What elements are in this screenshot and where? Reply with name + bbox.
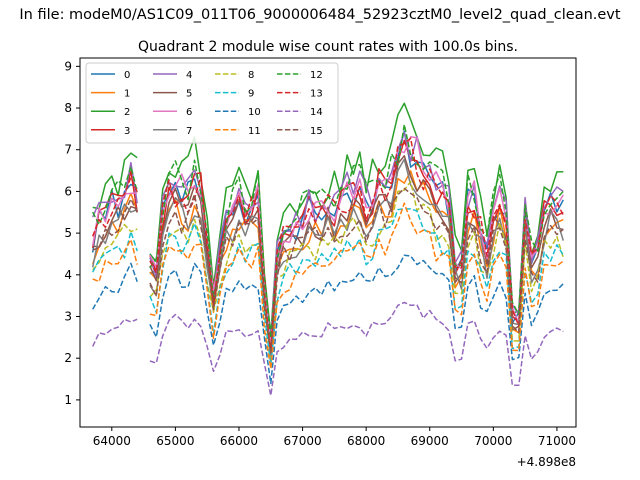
legend-label-7: 7: [186, 126, 192, 137]
series-line-6: [91, 136, 564, 343]
series-line-13: [92, 137, 564, 354]
y-tick-label: 3: [64, 310, 72, 324]
legend-label-0: 0: [124, 70, 130, 81]
y-tick-label: 6: [64, 184, 72, 198]
series-line-9: [92, 208, 564, 366]
legend-label-6: 6: [186, 107, 192, 118]
series-line-8: [92, 180, 565, 364]
x-tick-label: 68000: [347, 434, 385, 448]
figure-suptitle: In file: modeM0/AS1C09_011T06_9000006484…: [19, 7, 620, 23]
legend-label-1: 1: [124, 89, 130, 100]
x-tick-label: 66000: [220, 434, 258, 448]
legend-label-4: 4: [186, 70, 192, 81]
series-line-11: [92, 202, 564, 370]
x-tick-label: 70000: [474, 434, 512, 448]
x-axis-ticks: 64000 65000 66000 67000 68000 69000 70000 71000: [93, 427, 576, 448]
y-tick-label: 9: [64, 59, 72, 73]
y-tick-label: 5: [64, 226, 72, 240]
legend-label-14: 14: [310, 107, 323, 118]
legend-frame: [85, 62, 339, 144]
legend-label-5: 5: [186, 89, 192, 100]
y-tick-label: 4: [64, 268, 72, 282]
y-tick-label: 2: [64, 351, 72, 365]
legend-label-13: 13: [310, 89, 323, 100]
legend-label-9: 9: [248, 89, 254, 100]
legend-label-15: 15: [310, 126, 323, 137]
series-line-7: [91, 158, 565, 358]
x-tick-label: 71000: [538, 434, 576, 448]
legend-label-12: 12: [310, 70, 323, 81]
x-axis-offset-label: +4.898e8: [517, 455, 576, 469]
legend-label-2: 2: [124, 107, 130, 118]
x-tick-label: 64000: [93, 434, 131, 448]
x-tick-label: 65000: [156, 434, 194, 448]
legend-label-11: 11: [248, 126, 261, 137]
y-tick-label: 7: [64, 143, 72, 157]
legend-label-10: 10: [248, 107, 261, 118]
chart-title: Quadrant 2 module wise count rates with …: [138, 39, 518, 55]
legend-label-8: 8: [248, 70, 254, 81]
plot-frame: [79, 57, 577, 428]
x-tick-label: 69000: [411, 434, 449, 448]
series-line-10: [92, 254, 564, 385]
series-line-15: [92, 187, 564, 354]
y-tick-label: 1: [64, 393, 72, 407]
y-tick-label: 8: [64, 101, 72, 115]
legend-label-3: 3: [124, 126, 130, 137]
x-tick-label: 67000: [283, 434, 321, 448]
series-line-14: [92, 301, 564, 397]
series-lines: [91, 102, 565, 397]
y-axis-ticks: 1 2 3 4 5 6 7 8 9: [64, 59, 80, 407]
